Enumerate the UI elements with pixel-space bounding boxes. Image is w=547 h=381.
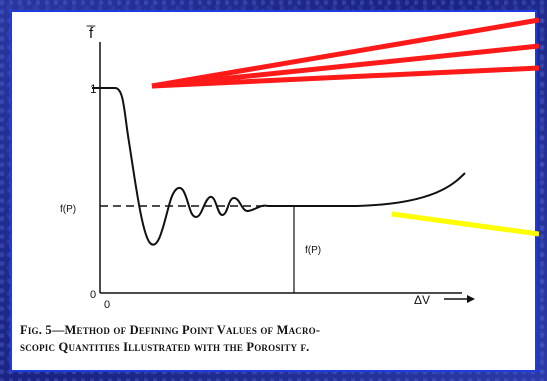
x-axis-label: ΔV: [414, 293, 430, 307]
caption-line-1: Fig. 5—Method of Defining Point Values o…: [20, 323, 321, 337]
y-axis-symbol: f̅: [86, 25, 96, 42]
origin-zero-bottom: 0: [104, 299, 110, 311]
red-pointer-line-1: [151, 17, 539, 89]
figure-caption: Fig. 5—Method of Defining Point Values o…: [20, 322, 535, 356]
figure-card: f̅ 1 f(P) f(P) 0 0 ΔV Fig. 5—Method of D…: [10, 10, 539, 372]
porosity-curve: [92, 87, 466, 246]
y-tick-one: 1: [90, 82, 97, 96]
porosity-diagram: f̅ 1 f(P) f(P) 0 0 ΔV: [60, 17, 539, 311]
caption-line-2: scopic Quantities Illustrated with the P…: [20, 340, 310, 354]
red-pointer-line-2: [151, 43, 539, 89]
fp-label-left: f(P): [60, 204, 76, 215]
fp-label-inner: f(P): [305, 245, 321, 256]
yellow-pointer-line: [391, 211, 539, 237]
origin-zero-left: 0: [90, 289, 96, 301]
red-pointer-line-3: [151, 65, 539, 89]
x-arrow-head: [467, 295, 475, 303]
